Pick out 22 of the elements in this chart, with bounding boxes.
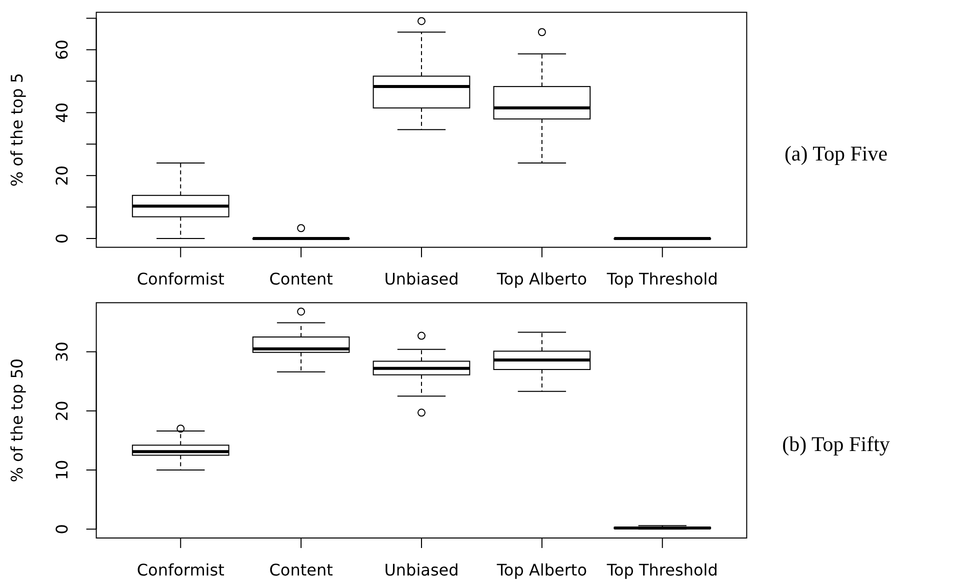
x-tick-label: Conformist: [136, 270, 224, 289]
y-tick-label: 40: [52, 102, 72, 123]
y-tick-label: 0: [52, 233, 72, 244]
y-axis-title: % of the top 50: [7, 358, 26, 482]
text: (b) Top Fifty: [782, 432, 890, 456]
y-tick-label: 60: [52, 40, 72, 60]
x-tick-label: Unbiased: [384, 270, 459, 289]
y-tick-label: 30: [52, 342, 72, 362]
x-tick-label: Top Alberto: [496, 560, 588, 580]
x-tick-label: Top Threshold: [606, 270, 718, 289]
x-tick-label: Top Threshold: [606, 560, 718, 580]
y-tick-label: 20: [52, 165, 72, 186]
x-tick-label: Top Alberto: [496, 270, 588, 289]
y-tick-label: 0: [52, 524, 72, 534]
x-tick-label: Conformist: [136, 560, 224, 580]
text: (a) Top Five: [784, 142, 888, 166]
y-axis-title: % of the top 5: [7, 72, 26, 187]
x-tick-label: Content: [269, 270, 333, 289]
y-tick-label: 10: [52, 460, 72, 480]
x-tick-label: Content: [269, 560, 333, 580]
y-tick-label: 20: [52, 400, 72, 422]
x-tick-label: Unbiased: [384, 560, 459, 580]
